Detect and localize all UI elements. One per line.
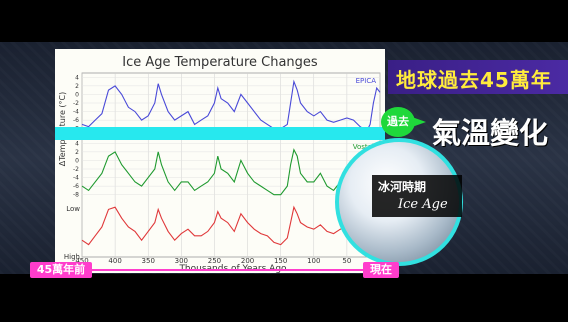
y-tick-label: 0 [75, 157, 79, 164]
timeline-end-tag: 現在 [363, 262, 399, 278]
series-label: EPICA [356, 77, 377, 85]
subtitle-text: 氣溫變化 [432, 116, 549, 150]
y-tick-label: -2 [73, 166, 79, 173]
x-tick-label: 150 [274, 257, 287, 265]
title-banner [388, 60, 568, 94]
chart-panel: Ice Age Temperature Changes 450 400 350 300… [55, 49, 385, 274]
x-tick-label: 350 [142, 257, 155, 265]
x-tick-label: 100 [307, 257, 320, 265]
speech-bubble-tail [412, 117, 426, 127]
y-tick-label: 4 [75, 74, 79, 81]
y-tick-label: 2 [75, 83, 79, 90]
timeline-start-tag: 45萬年前 [30, 262, 92, 278]
x-tick-label: 300 [175, 257, 188, 265]
timeline-bar [92, 269, 363, 271]
chart-title: Ice Age Temperature Changes [122, 55, 318, 70]
speech-bubble: 過去 [381, 107, 415, 137]
y-tick-label: -2 [73, 100, 79, 107]
plot-frame [81, 72, 381, 258]
y-tick-label: -6 [73, 117, 79, 124]
x-tick-label: 450 [75, 257, 88, 265]
y-tick-label: 2 [75, 149, 79, 156]
x-tick-label: 50 [342, 257, 351, 265]
series-layer [81, 79, 381, 246]
y-tick-label: 0 [75, 91, 79, 98]
ice-age-chinese-label: 冰河時期 [378, 180, 427, 194]
highlight-bar [55, 127, 385, 140]
ice-age-english-label: Ice Age [398, 197, 448, 212]
y-tick-label: -4 [73, 109, 79, 116]
grid-layer [81, 73, 381, 257]
title-text: 地球過去45萬年 [396, 68, 552, 92]
series-line-ice-volume [81, 205, 381, 246]
x-tick-label: 200 [241, 257, 254, 265]
ticks-layer: 450400350300250200150100500420-2-4-6-8EP… [64, 74, 382, 265]
series-line-epica [81, 79, 381, 132]
y-tick-label: 4 [75, 140, 79, 147]
y-tick-label: -8 [73, 192, 79, 199]
ice-age-label-box [372, 175, 462, 217]
y-tick-label: -6 [73, 183, 79, 190]
y-level-label-low: Low [66, 205, 80, 213]
x-tick-label: 250 [208, 257, 221, 265]
y-tick-label: -4 [73, 175, 79, 182]
x-tick-label: 400 [108, 257, 121, 265]
ice-age-chart: Ice Age Temperature Changes 450 400 350 300… [58, 55, 382, 274]
y-level-label-high: High [64, 253, 80, 261]
